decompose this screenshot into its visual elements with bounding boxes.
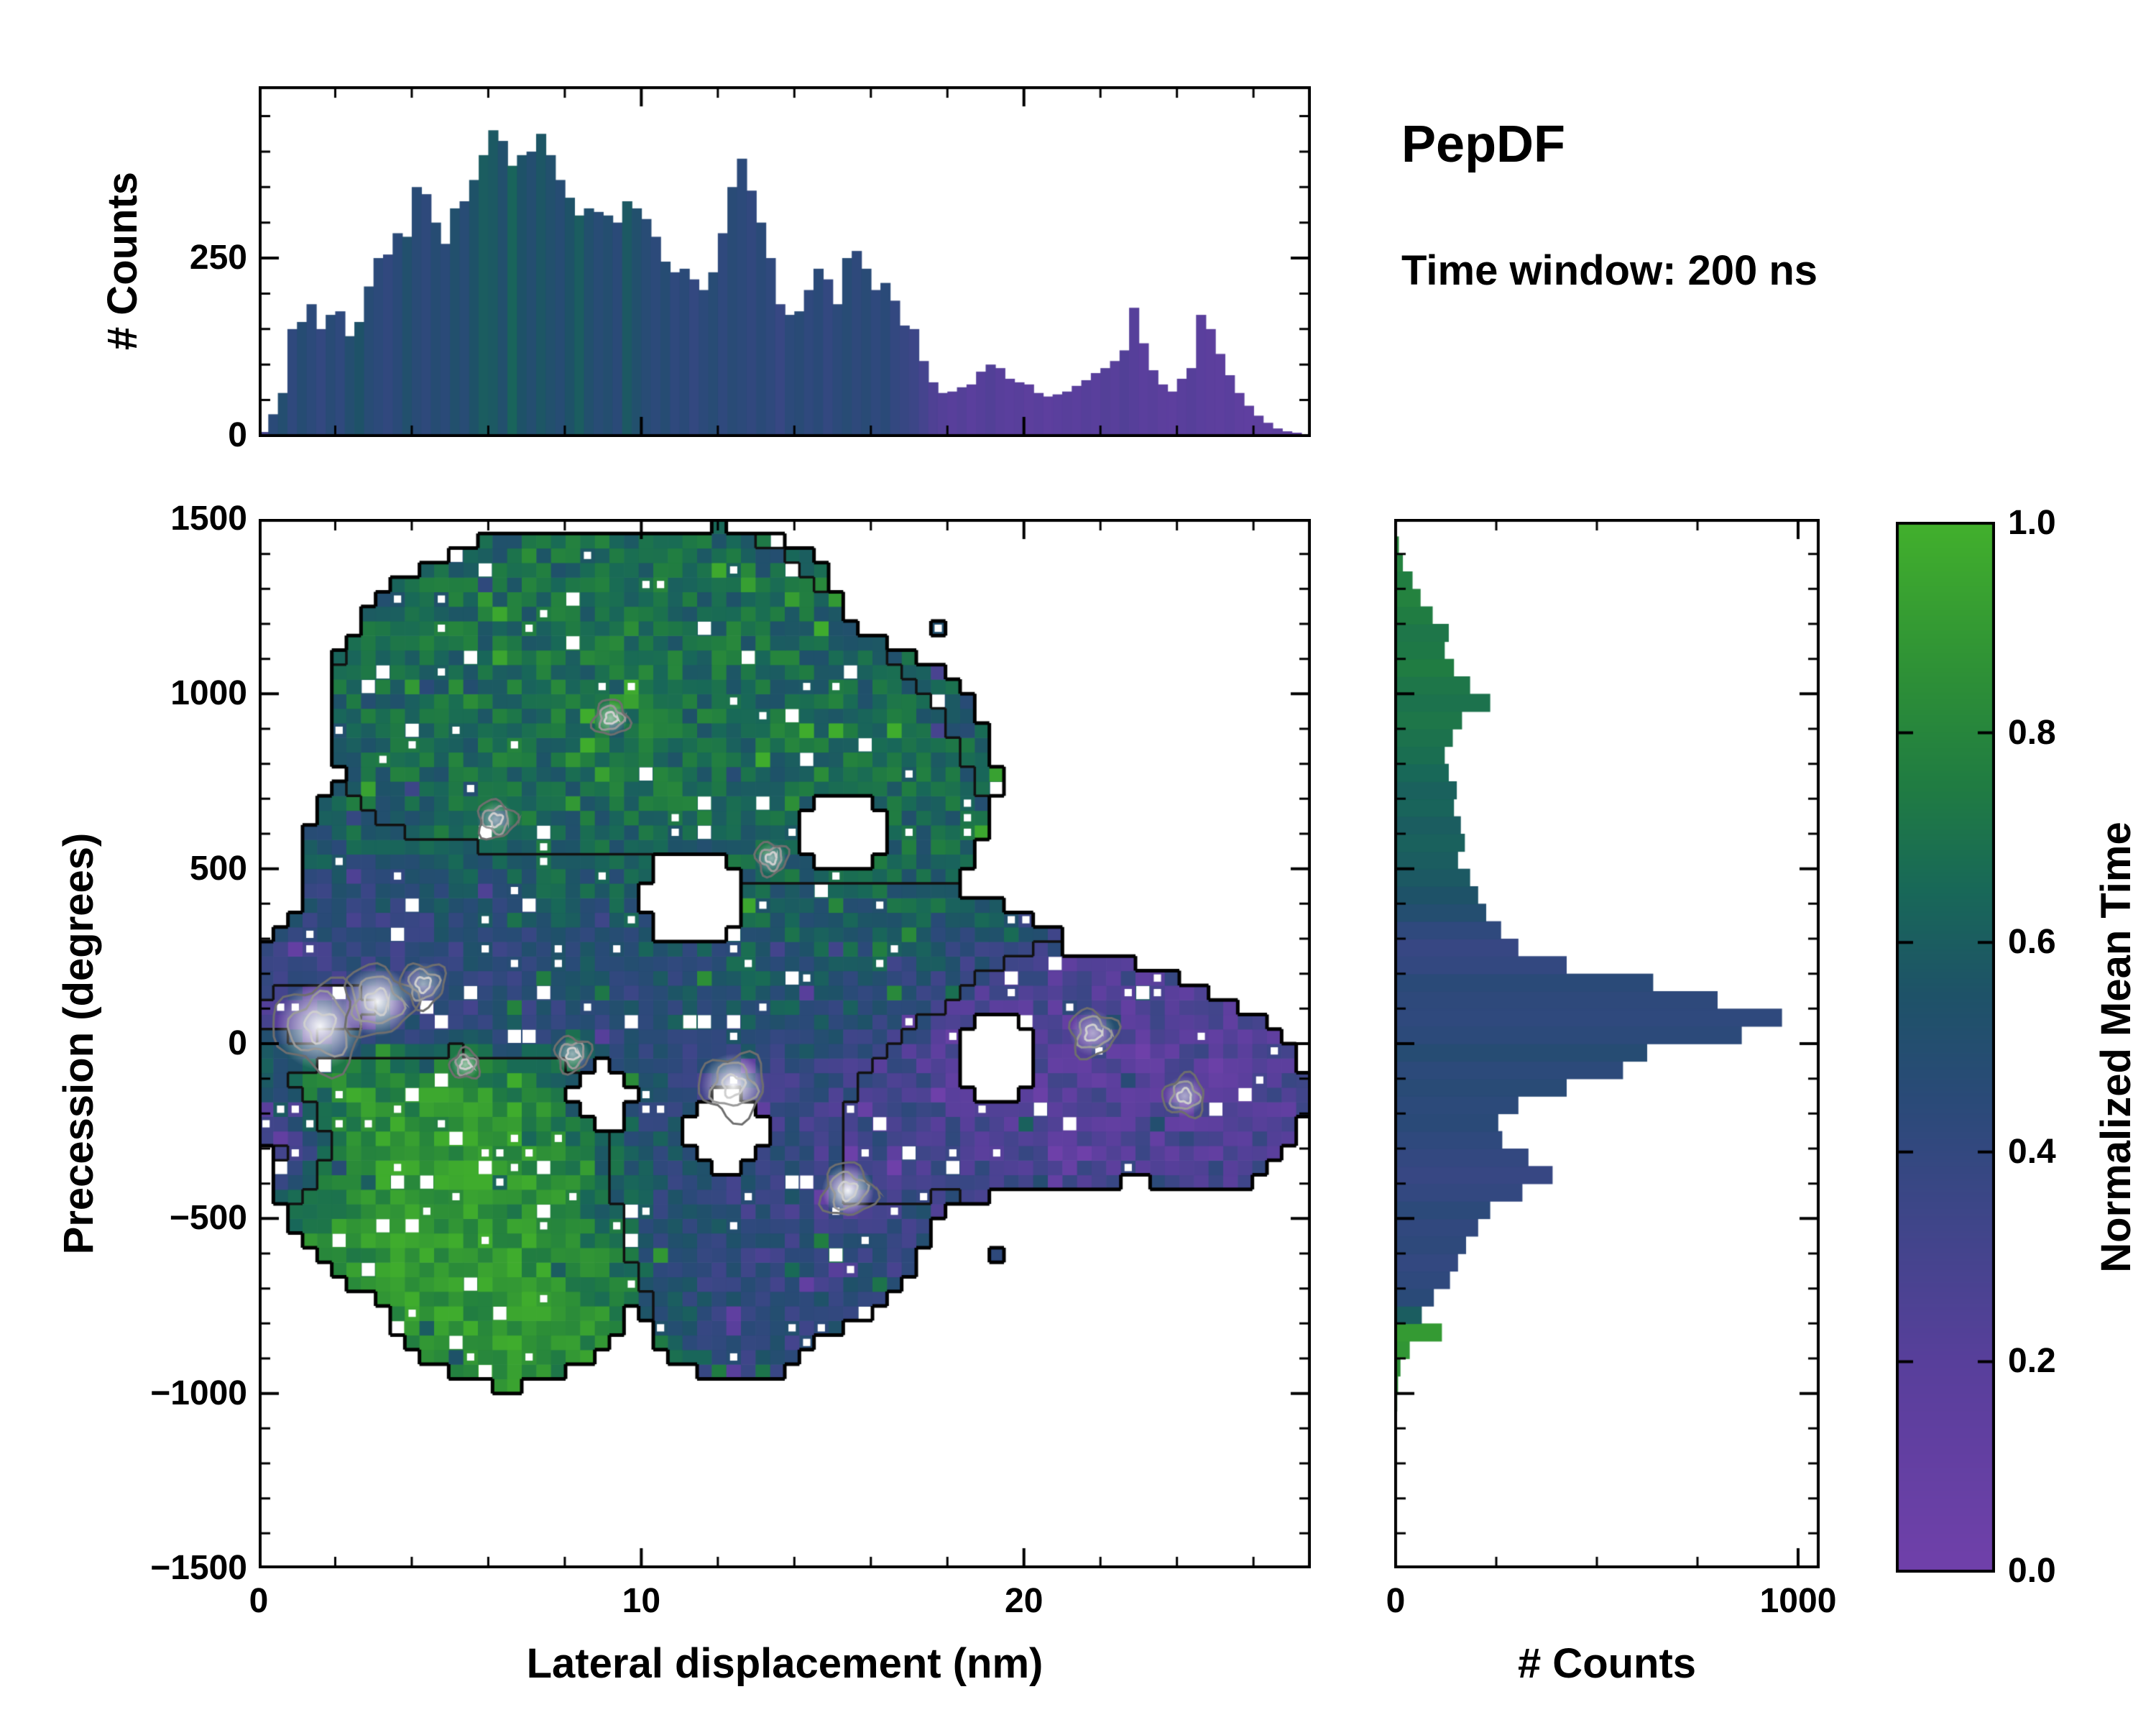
- colorbar-label: Normalized Mean Time: [2093, 822, 2139, 1273]
- tick-label: 1000: [170, 674, 247, 713]
- figure-subtitle: Time window: 200 ns: [1401, 247, 1818, 294]
- tick-label: 1.0: [2008, 504, 2056, 542]
- tick-label: 500: [189, 849, 247, 888]
- tick-label: 0: [228, 1024, 247, 1062]
- tick-label: −1500: [150, 1549, 247, 1587]
- tick-label: 0.2: [2008, 1342, 2056, 1381]
- tick-label: 20: [1005, 1582, 1044, 1620]
- tick-label: 1500: [170, 500, 247, 538]
- tick-label: −500: [169, 1199, 247, 1238]
- colorbar-canvas: [1896, 522, 1995, 1573]
- main-y-axis-label: Precession (degrees): [55, 832, 102, 1255]
- tick-label: 0: [228, 416, 247, 454]
- tick-label: 10: [622, 1582, 661, 1620]
- tick-label: 250: [189, 239, 247, 277]
- right-x-axis-label: # Counts: [1517, 1640, 1697, 1687]
- main-x-axis-label: Lateral displacement (nm): [526, 1640, 1044, 1687]
- main-heatmap-canvas: [259, 519, 1311, 1568]
- tick-label: 0.4: [2008, 1132, 2056, 1171]
- tick-label: 0.8: [2008, 713, 2056, 752]
- tick-label: 0: [249, 1582, 269, 1620]
- tick-label: −1000: [150, 1374, 247, 1412]
- tick-label: 0.6: [2008, 923, 2056, 962]
- right-histogram-canvas: [1394, 519, 1820, 1568]
- tick-label: 1000: [1759, 1582, 1837, 1620]
- figure-title: PepDF: [1401, 116, 1566, 173]
- tick-label: 0.0: [2008, 1552, 2056, 1590]
- tick-label: 0: [1386, 1582, 1406, 1620]
- top-histogram-canvas: [259, 86, 1311, 437]
- top-y-axis-label: # Counts: [99, 171, 146, 351]
